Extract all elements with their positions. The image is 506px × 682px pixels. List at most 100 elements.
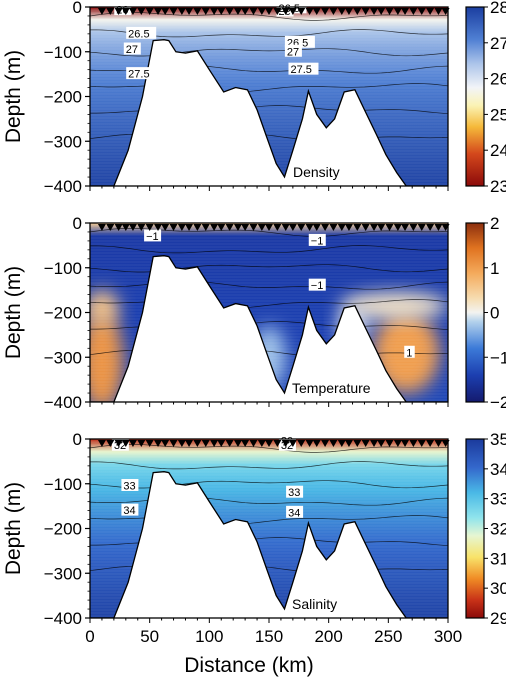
station-marker [353, 8, 362, 15]
station-marker [257, 8, 266, 15]
station-marker [377, 440, 386, 447]
contour-label-bg [121, 478, 139, 491]
station-marker [417, 224, 426, 231]
contour-label: 34 [123, 505, 135, 517]
contour-label-bg [144, 229, 162, 242]
station-marker [434, 8, 443, 15]
station-marker [441, 440, 450, 447]
station-marker [370, 224, 379, 231]
colorbar-tick-label: −1 [490, 348, 506, 367]
station-marker [273, 440, 282, 447]
field-0 [90, 7, 448, 186]
station-marker [249, 440, 258, 447]
station-marker [225, 440, 234, 447]
station-marker [154, 8, 163, 15]
station-marker [353, 440, 362, 447]
station-marker [393, 440, 402, 447]
y-tick-label: −200 [44, 304, 82, 323]
station-marker [281, 224, 290, 231]
station-marker [193, 440, 202, 447]
station-marker [249, 8, 258, 15]
station-marker [249, 224, 258, 231]
station-marker [426, 224, 435, 231]
station-marker [145, 224, 154, 231]
station-marker [106, 224, 115, 231]
seafloor [90, 471, 448, 618]
contour-line [90, 245, 448, 254]
contour-label: 33 [123, 480, 135, 492]
station-marker [128, 224, 137, 231]
station-marker [401, 8, 410, 15]
contour-label-bg [286, 485, 304, 498]
station-marker [441, 224, 450, 231]
station-marker [361, 8, 370, 15]
colorbar [465, 6, 485, 187]
station-marker [201, 224, 210, 231]
station-marker [426, 8, 435, 15]
station-marker [201, 8, 210, 15]
station-marker [161, 8, 170, 15]
station-marker [288, 440, 297, 447]
station-marker [128, 440, 137, 447]
x-tick-label: 200 [314, 627, 342, 646]
y-tick-label: −400 [44, 609, 82, 628]
station-marker [273, 224, 282, 231]
station-marker [121, 8, 130, 15]
station-marker [114, 8, 123, 15]
y-tick-label: 0 [73, 214, 82, 233]
station-marker [401, 224, 410, 231]
station-marker [426, 440, 435, 447]
station-marker [401, 440, 410, 447]
station-marker [265, 440, 273, 447]
station-marker [305, 224, 314, 231]
anomaly-0 [90, 312, 124, 402]
station-marker [393, 224, 402, 231]
station-marker [210, 8, 219, 15]
contour-label: −1 [146, 231, 159, 243]
contour-label: 27 [287, 46, 299, 58]
station-marker [329, 440, 338, 447]
station-marker [281, 8, 290, 15]
station-marker [393, 8, 402, 15]
station-marker [361, 440, 370, 447]
station-marker [265, 224, 273, 231]
station-marker [305, 440, 314, 447]
colorbar-tick-label: 24 [490, 141, 506, 160]
colorbar-tick-label: 0 [490, 304, 499, 323]
station-marker [233, 224, 242, 231]
station-marker [217, 440, 226, 447]
colorbar-tick-label: 2 [490, 214, 499, 233]
station-marker [137, 224, 146, 231]
y-tick-label: −200 [44, 88, 82, 107]
colorbar-tick-label: 1 [490, 259, 499, 278]
station-marker [97, 440, 106, 447]
station-marker [210, 440, 219, 447]
station-marker [106, 8, 115, 15]
station-marker [305, 8, 314, 15]
station-marker [201, 440, 210, 447]
y-tick-label: 0 [73, 0, 82, 17]
station-marker [385, 440, 394, 447]
station-marker [225, 224, 234, 231]
contour-label: 26.5 [128, 28, 149, 40]
station-marker [241, 224, 250, 231]
colorbar-tick-label: 31 [490, 549, 506, 568]
station-marker [337, 8, 346, 15]
station-marker [312, 224, 321, 231]
y-tick-label: −400 [44, 177, 82, 196]
y-tick-label: −100 [44, 43, 82, 62]
y-tick-label: 0 [73, 430, 82, 449]
station-marker [361, 224, 370, 231]
station-marker [106, 440, 115, 447]
contour-label: 27 [126, 44, 138, 56]
y-axis-title: Depth (m) [2, 482, 25, 575]
station-marker [417, 440, 426, 447]
station-marker [353, 224, 362, 231]
contour-label-bg [284, 44, 302, 57]
station-marker [121, 224, 130, 231]
station-marker [377, 224, 386, 231]
contour-line [90, 461, 448, 470]
station-marker [337, 440, 346, 447]
station-marker [344, 224, 353, 231]
station-marker [321, 8, 330, 15]
